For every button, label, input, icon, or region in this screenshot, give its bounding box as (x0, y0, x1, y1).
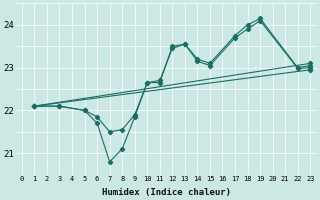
X-axis label: Humidex (Indice chaleur): Humidex (Indice chaleur) (101, 188, 231, 197)
